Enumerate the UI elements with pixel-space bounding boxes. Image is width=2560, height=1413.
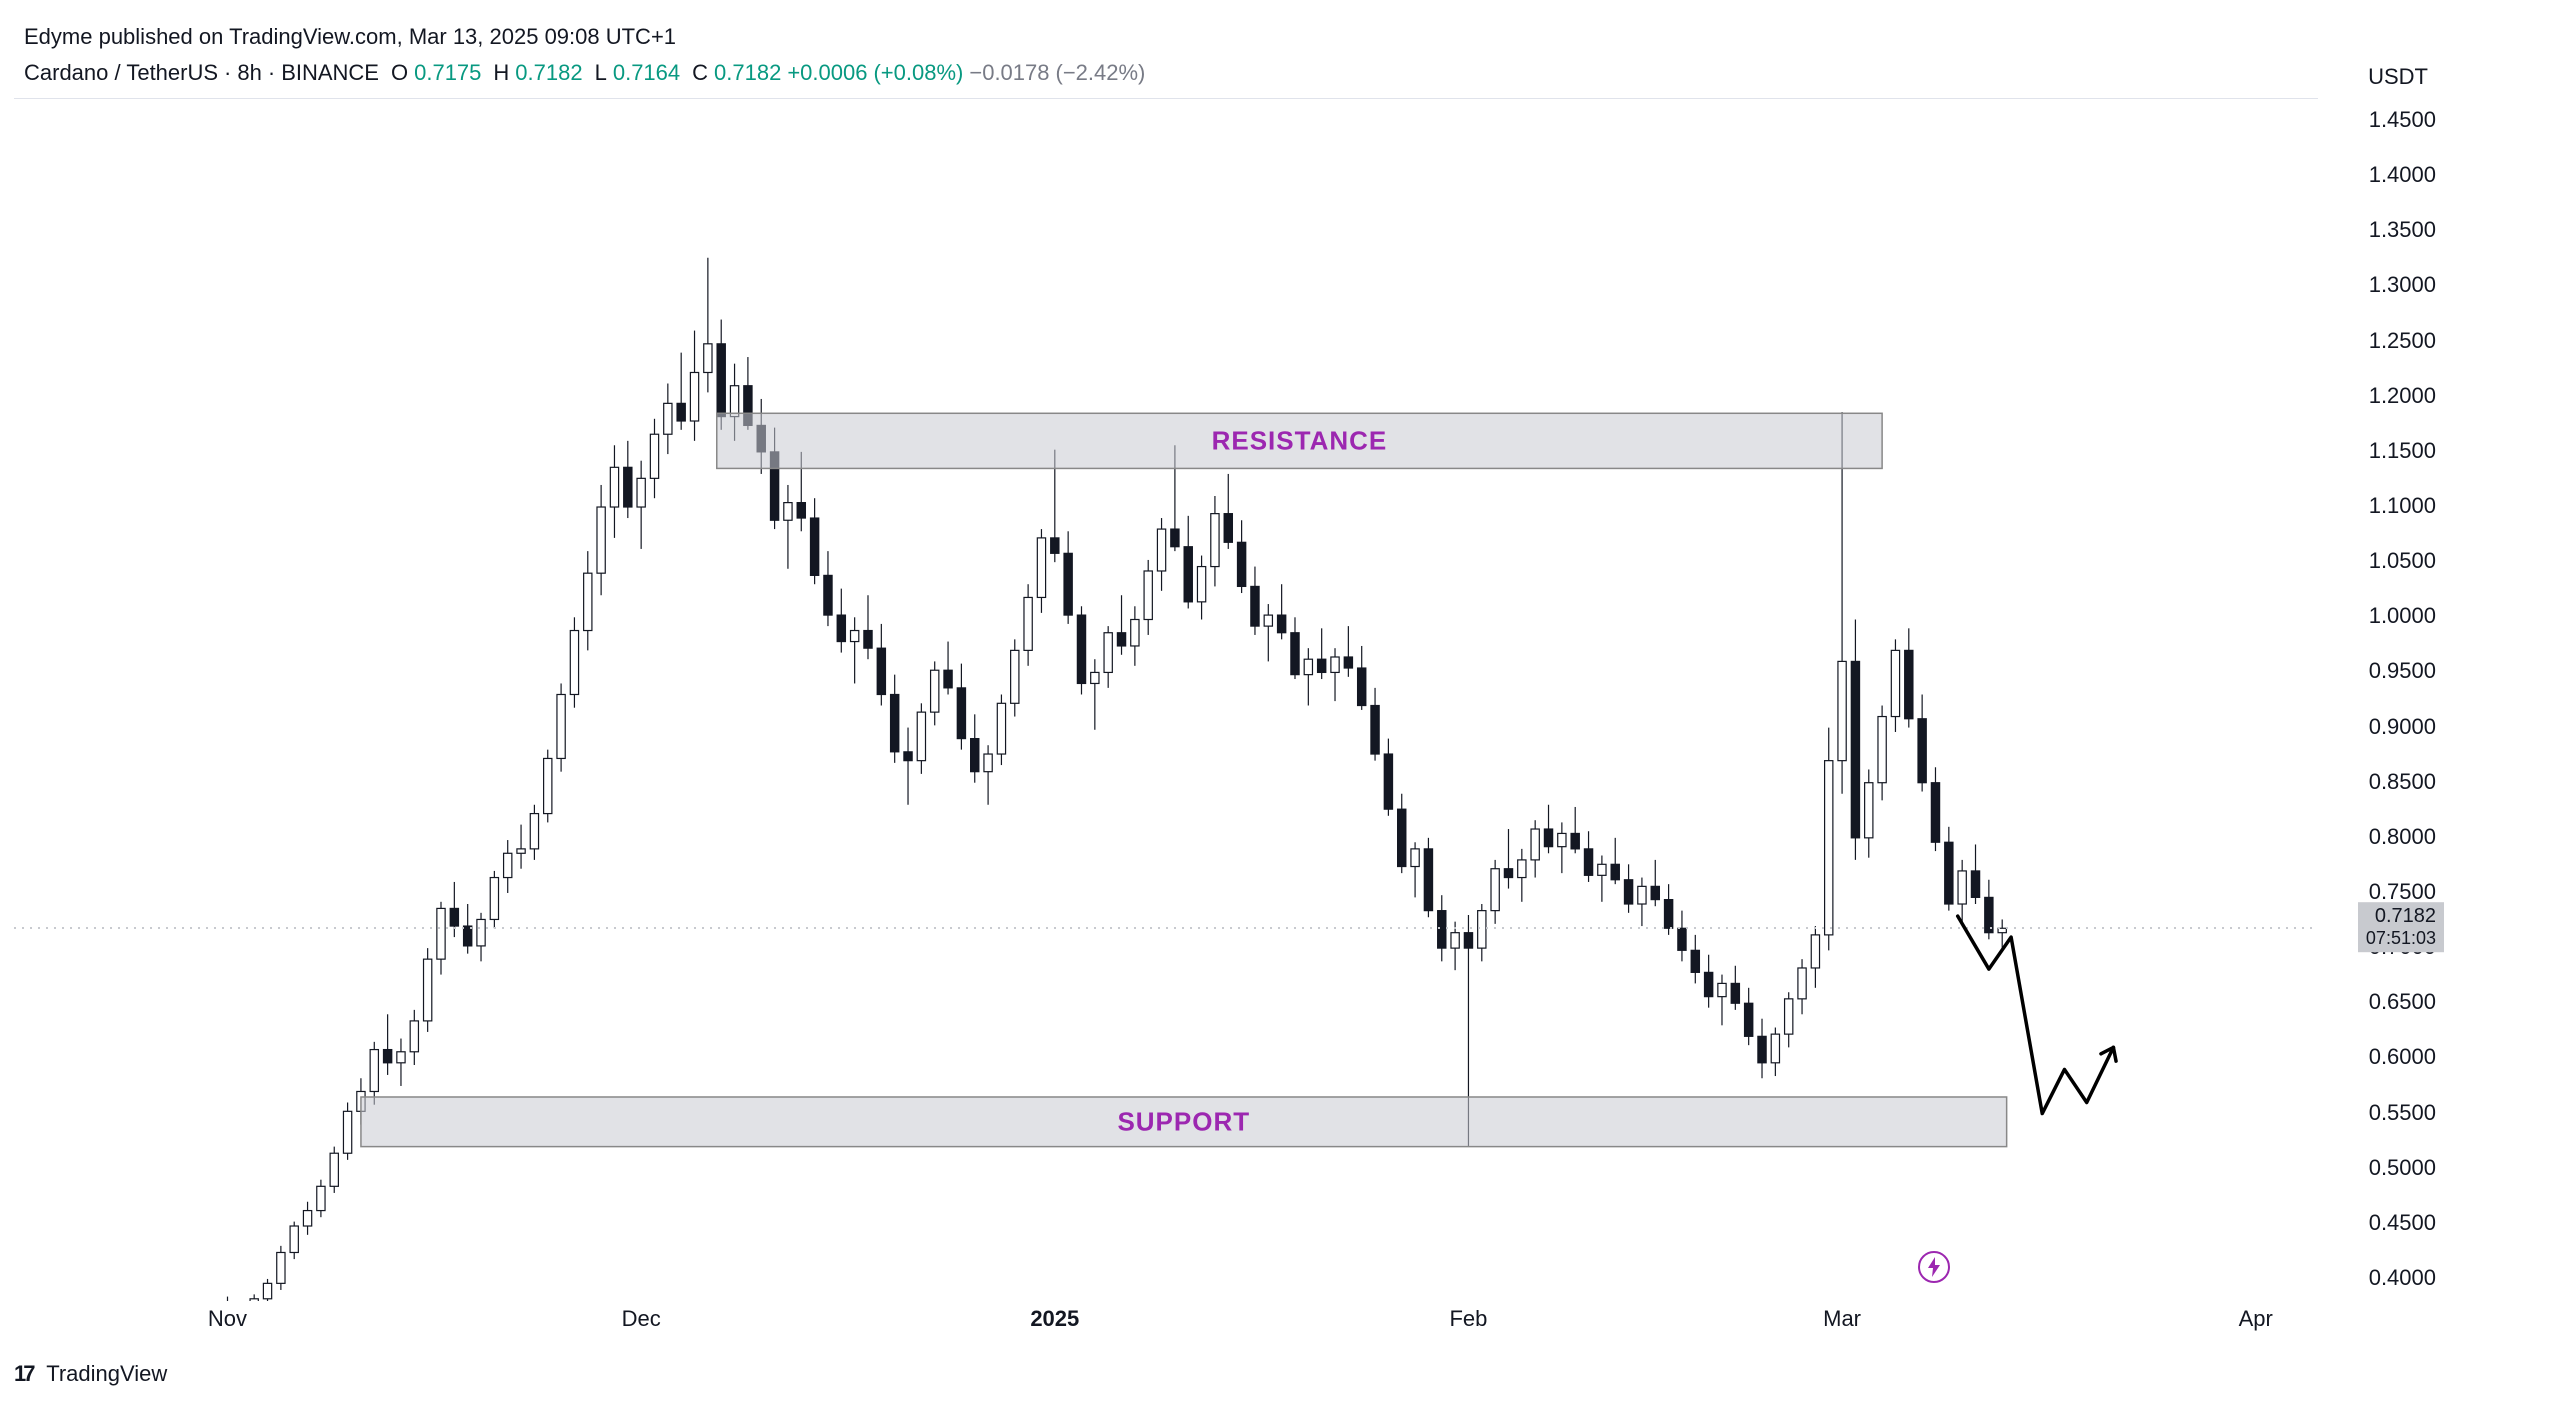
x-axis[interactable]: Nov Dec 2025 Feb Mar Apr (14, 1306, 2318, 1346)
x-tick-label: Apr (2239, 1306, 2273, 1332)
zone-label: RESISTANCE (1212, 425, 1388, 456)
y-tick-label: 1.2500 (2326, 328, 2436, 354)
y-tick-label: 1.4500 (2326, 107, 2436, 133)
ohlc-low: 0.7164 (613, 60, 680, 86)
symbol-name: Cardano / TetherUS (24, 60, 218, 86)
interval: 8h (237, 60, 261, 86)
exchange: BINANCE (281, 60, 379, 86)
tradingview-watermark: 17 TradingView (14, 1361, 167, 1387)
y-tick-label: 0.9000 (2326, 714, 2436, 740)
chg-pct: (+0.08%) (873, 60, 963, 86)
y-tick-label: 0.4500 (2326, 1210, 2436, 1236)
y-axis[interactable]: USDT 0.40000.45000.50000.55000.60000.650… (2318, 98, 2546, 1300)
chart-area[interactable]: RESISTANCE SUPPORT (14, 98, 2318, 1300)
y-tick-label: 0.6500 (2326, 989, 2436, 1015)
ohlc-high: 0.7182 (515, 60, 582, 86)
y-tick-label: 1.3000 (2326, 272, 2436, 298)
zone-label: SUPPORT (1117, 1106, 1250, 1137)
chg2-pct: (−2.42%) (1056, 60, 1146, 86)
y-tick-label: 0.7500 (2326, 879, 2436, 905)
x-tick-label: Dec (622, 1306, 661, 1332)
y-tick-label: 0.8000 (2326, 824, 2436, 850)
price-scale-current-box: 0.718207:51:03 (2358, 902, 2444, 952)
y-tick-label: 1.4000 (2326, 162, 2436, 188)
ohlc-open: 0.7175 (414, 60, 481, 86)
chg-abs: +0.0006 (787, 60, 867, 86)
y-tick-label: 0.9500 (2326, 658, 2436, 684)
y-tick-label: 1.1500 (2326, 438, 2436, 464)
chg2-abs: −0.0178 (969, 60, 1049, 86)
x-tick-label: Nov (208, 1306, 247, 1332)
y-tick-label: 0.8500 (2326, 769, 2436, 795)
y-tick-label: 1.0000 (2326, 603, 2436, 629)
x-tick-label: Mar (1823, 1306, 1861, 1332)
publish-line: Edyme published on TradingView.com, Mar … (24, 24, 676, 50)
y-tick-label: 0.4000 (2326, 1265, 2436, 1291)
x-tick-label: 2025 (1030, 1306, 1079, 1332)
lightning-icon[interactable] (1918, 1251, 1950, 1283)
yaxis-title: USDT (2368, 64, 2428, 90)
y-tick-label: 0.5000 (2326, 1155, 2436, 1181)
y-tick-label: 0.5500 (2326, 1100, 2436, 1126)
y-tick-label: 1.0500 (2326, 548, 2436, 574)
tv-logo-icon: 17 (14, 1361, 35, 1386)
y-tick-label: 1.2000 (2326, 383, 2436, 409)
y-tick-label: 0.6000 (2326, 1044, 2436, 1070)
y-tick-label: 1.3500 (2326, 217, 2436, 243)
ohlc-close: 0.7182 (714, 60, 781, 86)
y-tick-label: 1.1000 (2326, 493, 2436, 519)
x-tick-label: Feb (1449, 1306, 1487, 1332)
symbol-info-bar: Cardano / TetherUS · 8h · BINANCE O0.717… (24, 60, 1145, 86)
